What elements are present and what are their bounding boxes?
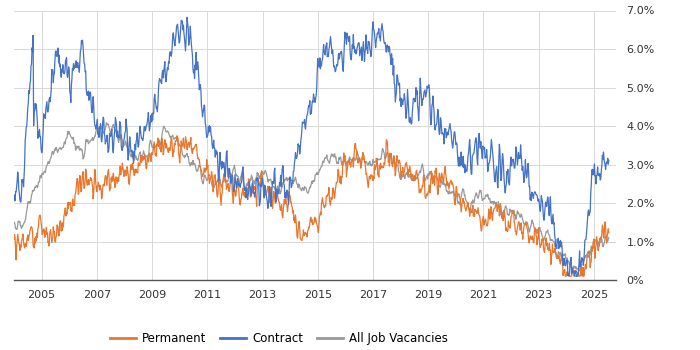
Legend: Permanent, Contract, All Job Vacancies: Permanent, Contract, All Job Vacancies <box>105 327 453 350</box>
